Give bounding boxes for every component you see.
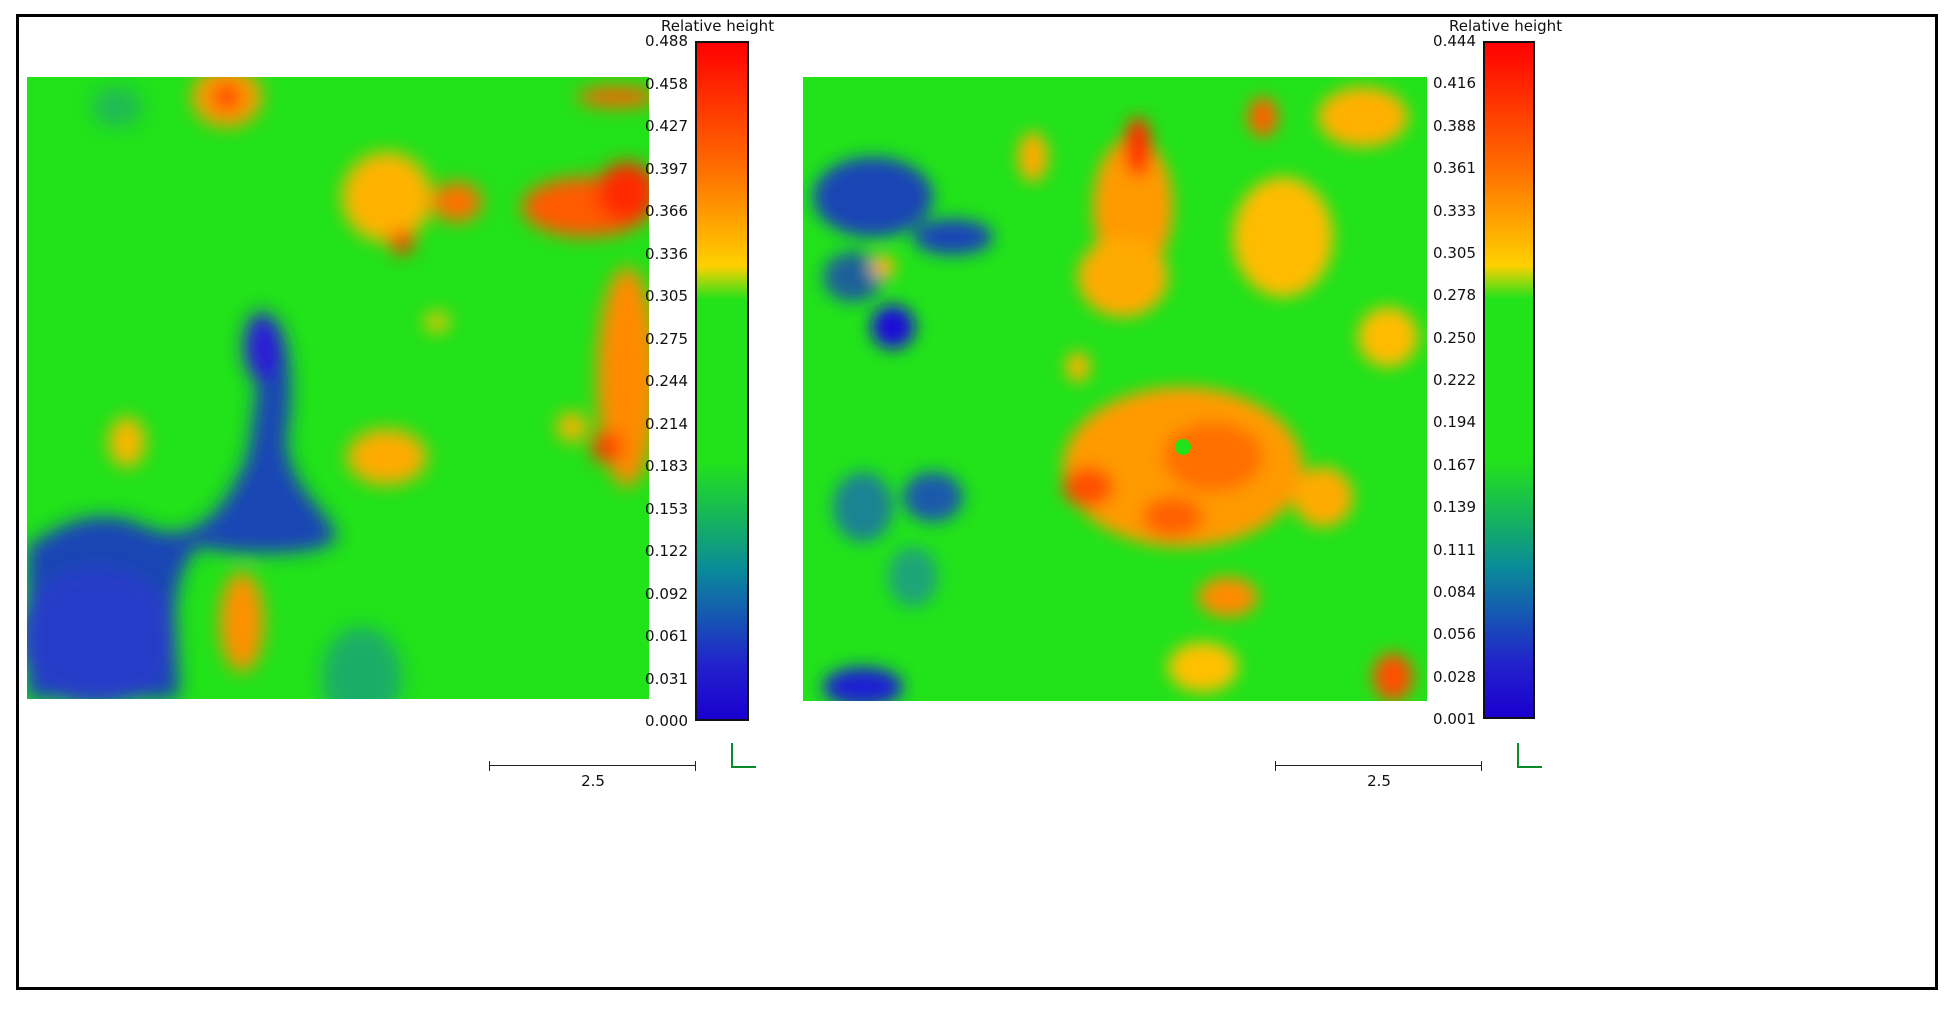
colorbar-tick-label: 0.458 <box>645 74 688 93</box>
left-colorbar-ticks: 0.488 0.458 0.427 0.397 0.366 0.336 0.305 0.275… <box>636 32 692 730</box>
colorbar-tick-label: 0.336 <box>645 244 688 263</box>
right-height-map-graphic <box>803 77 1427 701</box>
left-panel: Relative height 0.488 0.458 0.427 0.397 0.36… <box>19 17 999 1017</box>
colorbar-tick-label: 0.031 <box>645 669 688 688</box>
right-scale-bar <box>1275 761 1482 776</box>
right-colorbar <box>1483 41 1535 719</box>
colorbar-tick-label: 0.397 <box>645 159 688 178</box>
left-colorbar <box>695 41 749 721</box>
colorbar-tick-label: 0.444 <box>1433 32 1476 50</box>
colorbar-tick-label: 0.427 <box>645 117 688 135</box>
colorbar-tick-label: 0.366 <box>645 202 688 220</box>
figure-frame: Relative height 0.488 0.458 0.427 0.397 0.36… <box>16 14 1938 990</box>
colorbar-tick-label: 0.028 <box>1433 667 1476 686</box>
colorbar-tick-label: 0.275 <box>645 329 688 348</box>
colorbar-tick-label: 0.361 <box>1433 159 1476 178</box>
colorbar-tick-label: 0.305 <box>645 287 688 305</box>
colorbar-tick-label: 0.222 <box>1433 371 1476 389</box>
colorbar-tick-label: 0.416 <box>1433 74 1476 93</box>
colorbar-tick-label: 0.167 <box>1433 455 1476 474</box>
left-scale-bar <box>489 761 696 776</box>
left-height-map <box>27 77 649 699</box>
left-height-map-graphic <box>27 77 649 699</box>
right-panel: Relative height 0.444 0.416 0.388 0.361 0.33… <box>803 17 1789 1017</box>
left-colorbar-title: Relative height <box>661 17 775 35</box>
colorbar-tick-label: 0.388 <box>1433 116 1476 135</box>
right-height-map <box>803 77 1427 701</box>
colorbar-tick-label: 0.244 <box>645 372 688 390</box>
colorbar-tick-label: 0.139 <box>1433 498 1476 517</box>
colorbar-tick-label: 0.183 <box>645 457 688 475</box>
right-colorbar-ticks: 0.444 0.416 0.388 0.361 0.333 0.305 0.278 0.250… <box>1424 32 1480 728</box>
colorbar-tick-label: 0.061 <box>645 627 688 645</box>
colorbar-tick-label: 0.084 <box>1433 582 1476 601</box>
colorbar-tick-label: 0.111 <box>1433 540 1476 559</box>
colorbar-tick-label: 0.305 <box>1433 243 1476 262</box>
colorbar-tick-label: 0.122 <box>645 542 688 560</box>
right-colorbar-title: Relative height <box>1449 17 1563 35</box>
colorbar-tick-label: 0.001 <box>1433 710 1476 728</box>
right-scale-label: 2.5 <box>1367 772 1391 790</box>
colorbar-tick-label: 0.000 <box>645 712 688 730</box>
colorbar-tick-label: 0.056 <box>1433 625 1476 644</box>
left-scale-label: 2.5 <box>581 772 605 790</box>
colorbar-tick-label: 0.194 <box>1433 413 1476 432</box>
colorbar-tick-label: 0.333 <box>1433 201 1476 220</box>
colorbar-tick-label: 0.278 <box>1433 286 1476 305</box>
right-axis-icon <box>1517 743 1542 768</box>
colorbar-tick-label: 0.092 <box>645 584 688 603</box>
left-axis-icon <box>731 743 756 768</box>
colorbar-tick-label: 0.153 <box>645 499 688 518</box>
colorbar-tick-label: 0.488 <box>645 32 688 50</box>
colorbar-tick-label: 0.214 <box>645 414 688 433</box>
colorbar-tick-label: 0.250 <box>1433 328 1476 347</box>
